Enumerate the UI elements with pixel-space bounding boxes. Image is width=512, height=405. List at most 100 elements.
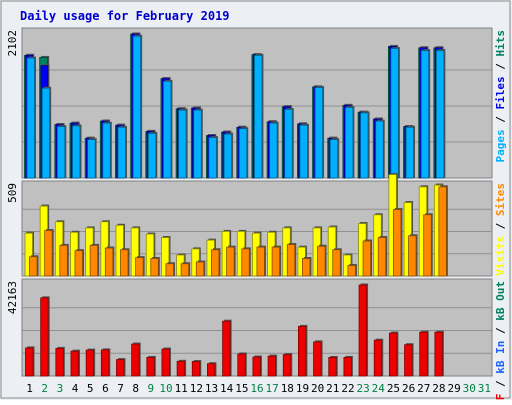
bar-pages-day-13 <box>208 136 218 179</box>
bar-pages-day-6 <box>102 121 112 179</box>
bar-pages-day-11 <box>178 108 188 179</box>
bar-pages-day-12 <box>193 108 203 179</box>
legend-entry: kB Out <box>494 281 507 321</box>
bar-pages-day-7 <box>117 125 127 179</box>
bar-sites-day-23 <box>362 239 373 277</box>
bar-sites-day-24 <box>377 236 388 277</box>
legend-entry: / <box>494 321 507 341</box>
x-tick-day-10: 10 <box>159 382 172 395</box>
bar-kbf-day-19 <box>298 324 308 377</box>
bar-kbf-day-16 <box>252 355 262 377</box>
y-max-label: 2102 <box>6 30 19 57</box>
panel-hits-files-pages: 2102 Pages / Files / Hits <box>6 27 507 179</box>
bar-kbf-day-28 <box>434 330 444 377</box>
bar-sites-day-14 <box>226 245 236 277</box>
x-tick-day-3: 3 <box>57 382 64 395</box>
bar-sites-day-21 <box>332 248 342 277</box>
bar-kbf-day-12 <box>191 360 202 377</box>
bar-visits-day-9 <box>145 232 156 277</box>
panel-legend: kB F / kB In / kB Out <box>494 281 507 400</box>
x-tick-day-20: 20 <box>311 382 324 395</box>
x-tick-day-14: 14 <box>220 382 234 395</box>
panel-kbf-kbin-kbout: 42163 kB F / kB In / kB Out <box>6 278 507 405</box>
bar-pages-day-10 <box>163 79 173 179</box>
bar-kbf-day-27 <box>419 330 429 377</box>
legend-entry: kB F <box>494 394 507 400</box>
bar-sites-day-10 <box>165 262 175 277</box>
bar-sites-day-13 <box>211 248 221 277</box>
bar-sites-day-6 <box>104 246 115 277</box>
bar-sites-day-1 <box>29 255 39 277</box>
x-tick-day-1: 1 <box>26 382 33 395</box>
bar-sites-day-26 <box>408 234 418 277</box>
legend-entry: / <box>494 57 507 77</box>
bar-sites-day-2 <box>44 229 54 277</box>
bar-kbf-day-3 <box>55 346 65 377</box>
legend-entry: Pages <box>494 129 507 162</box>
bar-pages-day-24 <box>375 119 385 179</box>
legend-entry: / <box>494 374 507 394</box>
bar-sites-day-28 <box>438 185 448 277</box>
y-max-label: 42163 <box>6 281 19 314</box>
x-tick-day-7: 7 <box>117 382 124 395</box>
bar-pages-day-5 <box>87 138 97 179</box>
bar-sites-day-11 <box>180 262 191 277</box>
bar-sites-day-27 <box>423 213 433 277</box>
legend-entry: Sites <box>494 183 507 216</box>
bar-kbf-day-24 <box>373 338 384 377</box>
bar-sites-day-17 <box>271 245 282 277</box>
x-tick-day-4: 4 <box>72 382 79 395</box>
bar-kbf-day-26 <box>404 343 414 377</box>
x-tick-day-13: 13 <box>205 382 218 395</box>
bar-kbf-day-10 <box>161 347 171 377</box>
bar-kbf-day-8 <box>131 342 141 377</box>
bar-pages-day-4 <box>72 124 82 179</box>
bar-pages-day-26 <box>405 125 416 179</box>
x-tick-day-21: 21 <box>326 382 339 395</box>
bar-sites-day-15 <box>241 247 251 277</box>
bar-kbf-day-21 <box>328 355 338 377</box>
bar-pages-day-17 <box>269 121 279 179</box>
bar-kbf-day-25 <box>388 331 399 377</box>
bar-pages-day-16 <box>254 53 264 179</box>
bar-pages-day-23 <box>360 111 370 179</box>
x-tick-day-29: 29 <box>447 382 460 395</box>
panel-visits-sites: 509 Visits / Sites <box>6 173 507 277</box>
bar-sites-day-12 <box>195 260 206 277</box>
bar-pages-day-28 <box>435 49 446 179</box>
bar-kbf-day-5 <box>85 348 96 377</box>
chart-panels: 2102 Pages / Files / Hits 509 Visits / Site… <box>6 27 507 405</box>
bar-kbf-day-11 <box>176 359 187 377</box>
legend-entry: / <box>494 110 507 130</box>
x-tick-day-24: 24 <box>372 382 386 395</box>
x-tick-day-16: 16 <box>250 382 263 395</box>
chart-title: Daily usage for February 2019 <box>20 9 230 23</box>
bar-pages-day-25 <box>390 47 400 179</box>
panel-bars <box>25 283 444 377</box>
panel-legend: Visits / Sites <box>494 183 507 276</box>
bar-kbf-day-1 <box>25 346 35 377</box>
bar-pages-day-1 <box>26 56 36 179</box>
bar-sites-day-8 <box>135 256 145 277</box>
x-axis-day-labels: 1 2 3 4 5 6 7 8 9 10 11 12 13 14 15 16 17 18 19 20 21 22 23 24 2… <box>26 382 491 395</box>
bar-visits-day-8 <box>130 226 141 277</box>
bar-pages-day-3 <box>56 125 67 179</box>
x-tick-day-31: 31 <box>478 382 491 395</box>
bar-pages-day-15 <box>238 127 249 179</box>
bar-pages-day-9 <box>147 131 158 179</box>
x-tick-day-11: 11 <box>175 382 188 395</box>
bar-kbf-day-2 <box>40 296 50 377</box>
bar-sites-day-5 <box>89 243 100 277</box>
panel-legend: Pages / Files / Hits <box>494 30 507 163</box>
x-tick-day-30: 30 <box>463 382 476 395</box>
x-tick-day-5: 5 <box>87 382 94 395</box>
bar-sites-day-20 <box>317 244 327 277</box>
x-tick-day-17: 17 <box>266 382 279 395</box>
bar-kbf-day-17 <box>267 354 278 377</box>
panel-bars <box>24 173 448 277</box>
bar-kbf-day-6 <box>100 348 111 377</box>
bar-sites-day-25 <box>392 208 403 277</box>
